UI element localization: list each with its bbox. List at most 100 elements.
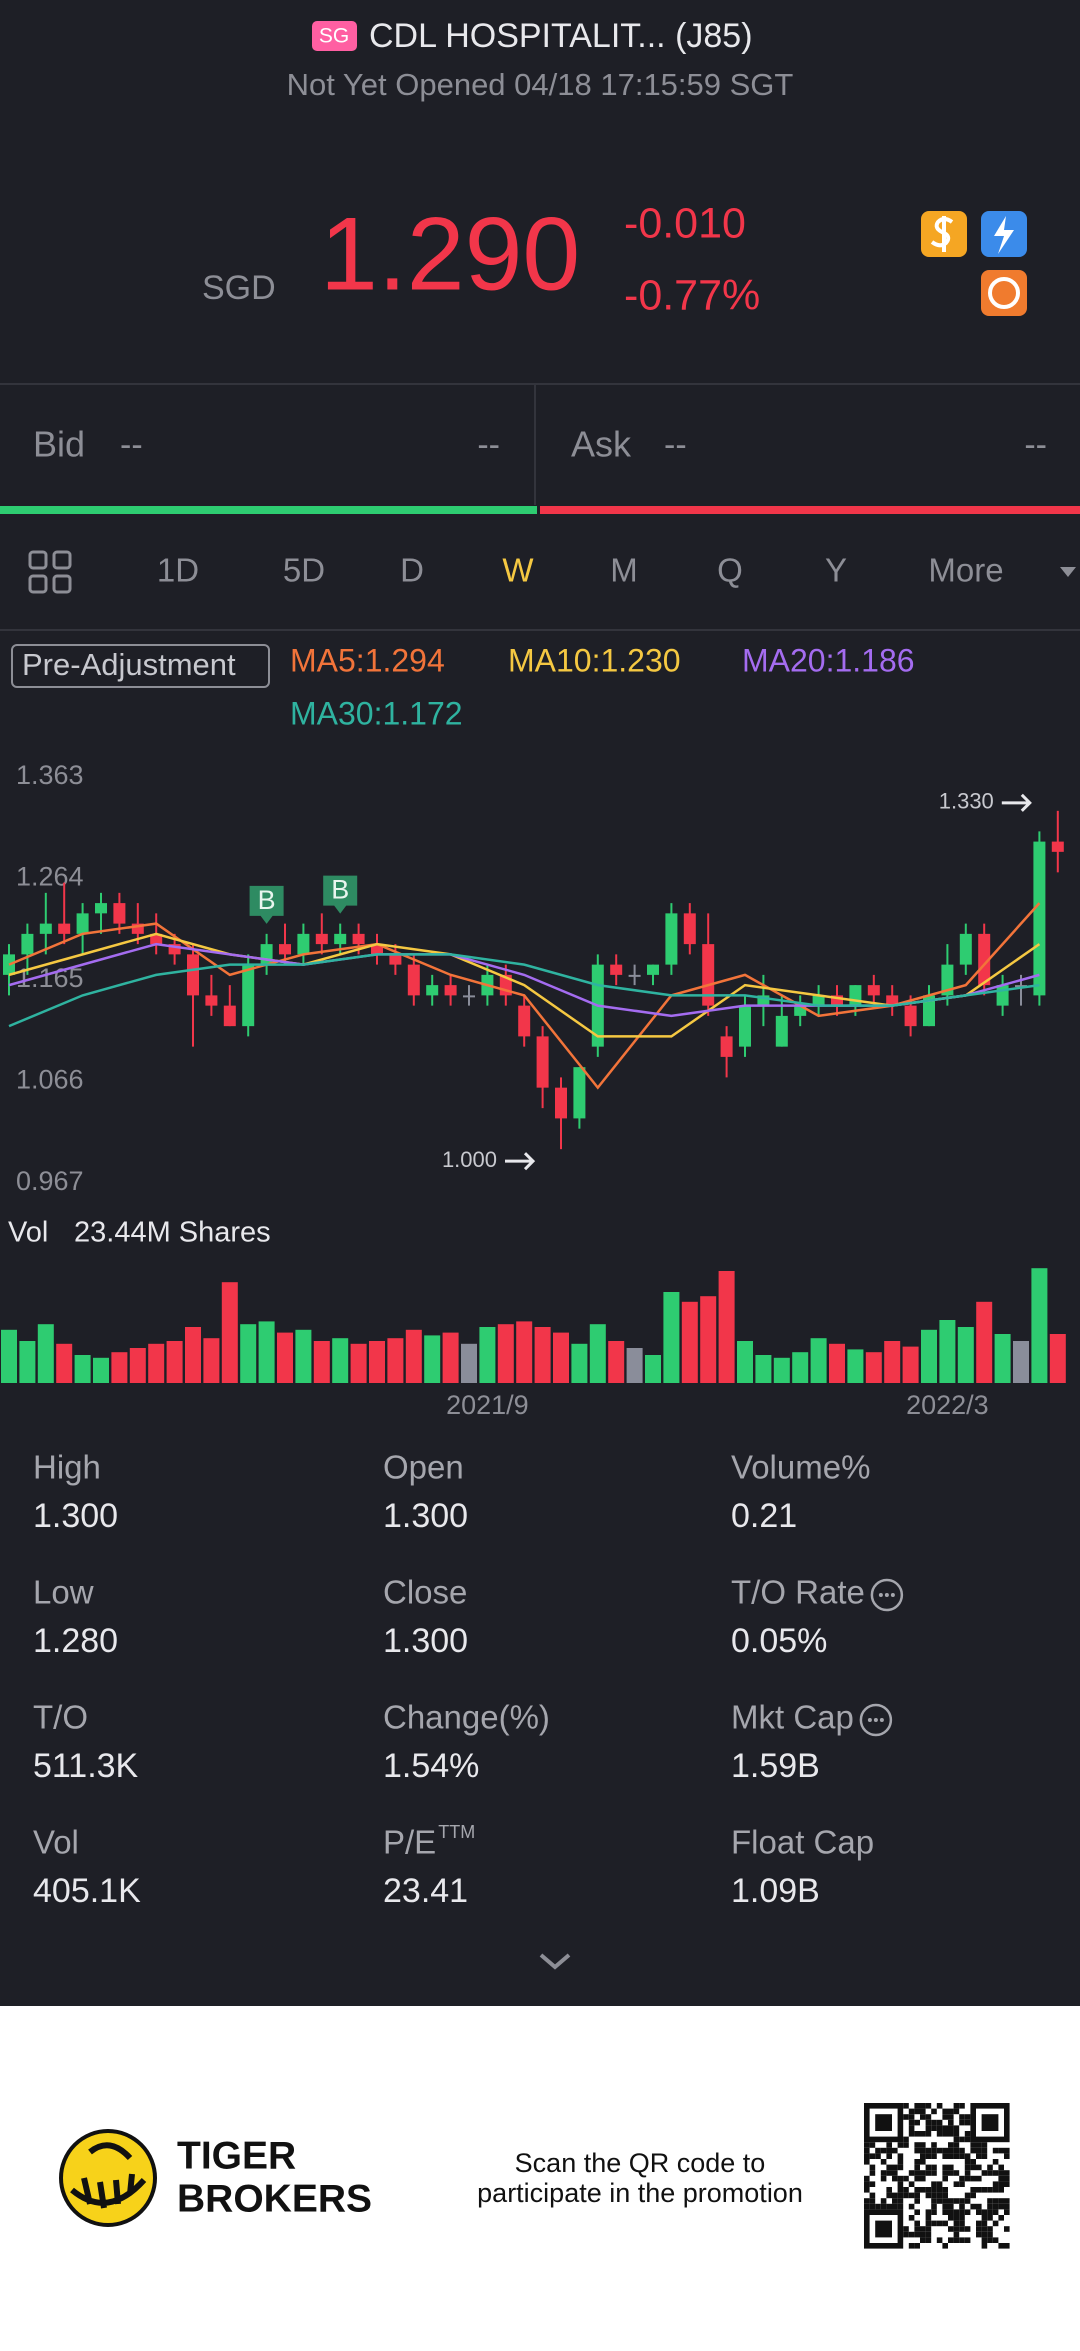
qr-module	[931, 2108, 937, 2115]
qr-module	[892, 2198, 898, 2204]
candle-body	[260, 944, 273, 965]
qr-module	[903, 2226, 909, 2232]
market-status: Not Yet Opened 04/18 17:15:59 SGT	[287, 67, 794, 102]
volume-bar	[93, 1357, 109, 1383]
qr-module	[914, 2119, 920, 2126]
qr-module	[998, 2181, 1004, 2187]
qr-module	[948, 2164, 954, 2171]
extreme-label: 1.330	[939, 789, 994, 814]
bid-label: Bid	[33, 424, 85, 465]
qr-module	[920, 2226, 926, 2232]
candle-body	[444, 985, 457, 996]
candle-body	[812, 995, 825, 1006]
volume-bar	[884, 1341, 901, 1383]
volume-bar	[865, 1352, 882, 1383]
stat-label: Vol	[33, 1824, 79, 1861]
qr-module	[959, 2215, 965, 2221]
candle-body	[279, 944, 291, 955]
qr-module	[869, 2181, 876, 2187]
info-icon-dot	[879, 1718, 884, 1722]
period-tab[interactable]: Y	[825, 552, 847, 589]
period-tab[interactable]: More	[928, 552, 1003, 589]
qr-module	[976, 2164, 982, 2171]
ask-price: --	[664, 426, 687, 464]
volume-bar	[976, 1301, 993, 1383]
qr-finder	[863, 2209, 904, 2249]
last-price: 1.290	[320, 196, 580, 312]
more-arrow[interactable]	[1060, 567, 1076, 577]
candle-body	[371, 944, 383, 955]
candle-body	[573, 1067, 586, 1119]
qr-module	[903, 2231, 909, 2238]
qr-module	[987, 2231, 993, 2238]
candle-body	[518, 1005, 531, 1037]
qr-module	[925, 2125, 932, 2131]
qr-module	[903, 2142, 909, 2148]
stock-title: CDL HOSPITALIT... (J85)	[369, 17, 753, 55]
qr-module	[992, 2203, 999, 2210]
volume-bar	[240, 1324, 257, 1383]
period-tab[interactable]: W	[502, 552, 534, 589]
qr-module	[1004, 2147, 1010, 2154]
info-icon[interactable]	[870, 1578, 904, 1612]
volume-bar	[553, 1332, 569, 1383]
stat-value: 1.54%	[383, 1747, 479, 1785]
volume-bar	[461, 1343, 477, 1383]
qr-module	[948, 2153, 954, 2159]
icon-options[interactable]	[981, 270, 1027, 316]
qr-module	[920, 2131, 926, 2137]
qr-module	[959, 2153, 965, 2159]
qr-module	[864, 2181, 870, 2187]
period-tab[interactable]: 1D	[157, 552, 199, 589]
period-tab[interactable]: D	[400, 552, 424, 589]
qr-module	[908, 2215, 915, 2221]
candle-body	[757, 995, 770, 1006]
qr-module	[981, 2220, 988, 2227]
qr-module	[987, 2164, 993, 2171]
qr-module	[970, 2147, 976, 2154]
qr-module	[998, 2187, 1004, 2193]
stat-label: Low	[33, 1574, 94, 1611]
currency: SGD	[202, 269, 276, 307]
candle-body	[223, 1005, 236, 1027]
qr-module	[931, 2164, 937, 2171]
volume-bar	[957, 1327, 974, 1383]
qr-module	[880, 2147, 887, 2154]
expand-chevron[interactable]	[539, 1953, 571, 1970]
price-change-pct: -0.77%	[624, 271, 760, 319]
volume-bar	[755, 1355, 772, 1383]
adjust-label[interactable]: Pre-Adjustment	[22, 647, 236, 682]
adjust-box[interactable]	[11, 644, 270, 688]
qr-module	[897, 2198, 904, 2204]
period-tab[interactable]: Q	[717, 552, 743, 589]
stat-value: 0.21	[731, 1497, 797, 1535]
trade-marker-label: B	[258, 885, 276, 915]
candle-body	[205, 995, 218, 1006]
qr-module	[925, 2147, 932, 2154]
layout-icon[interactable]	[28, 550, 72, 594]
qr-module	[948, 2209, 954, 2215]
volume-label: Vol	[8, 1217, 48, 1249]
qr-module	[931, 2170, 937, 2176]
volume-bar	[129, 1348, 146, 1383]
ma-legend: MA5:1.294	[290, 642, 445, 678]
candle-body	[794, 1005, 807, 1016]
period-tab[interactable]: 5D	[283, 552, 325, 589]
period-tab[interactable]: M	[610, 552, 638, 589]
qr-module	[953, 2198, 960, 2204]
info-icon[interactable]	[859, 1703, 893, 1737]
volume-bar	[313, 1341, 330, 1383]
qr-code[interactable]	[863, 2103, 1010, 2249]
qr-module	[920, 2231, 926, 2238]
qr-module	[875, 2153, 881, 2159]
candle-body	[702, 944, 715, 1006]
qr-module	[925, 2226, 932, 2232]
candle-body	[131, 923, 144, 934]
qr-module	[959, 2203, 965, 2210]
x-tick-label: 2021/9	[446, 1390, 529, 1420]
bid-price: --	[120, 426, 143, 464]
volume-bar	[700, 1296, 717, 1383]
qr-module	[981, 2142, 988, 2148]
candle-body	[334, 933, 347, 945]
volume-bar	[1013, 1341, 1029, 1383]
